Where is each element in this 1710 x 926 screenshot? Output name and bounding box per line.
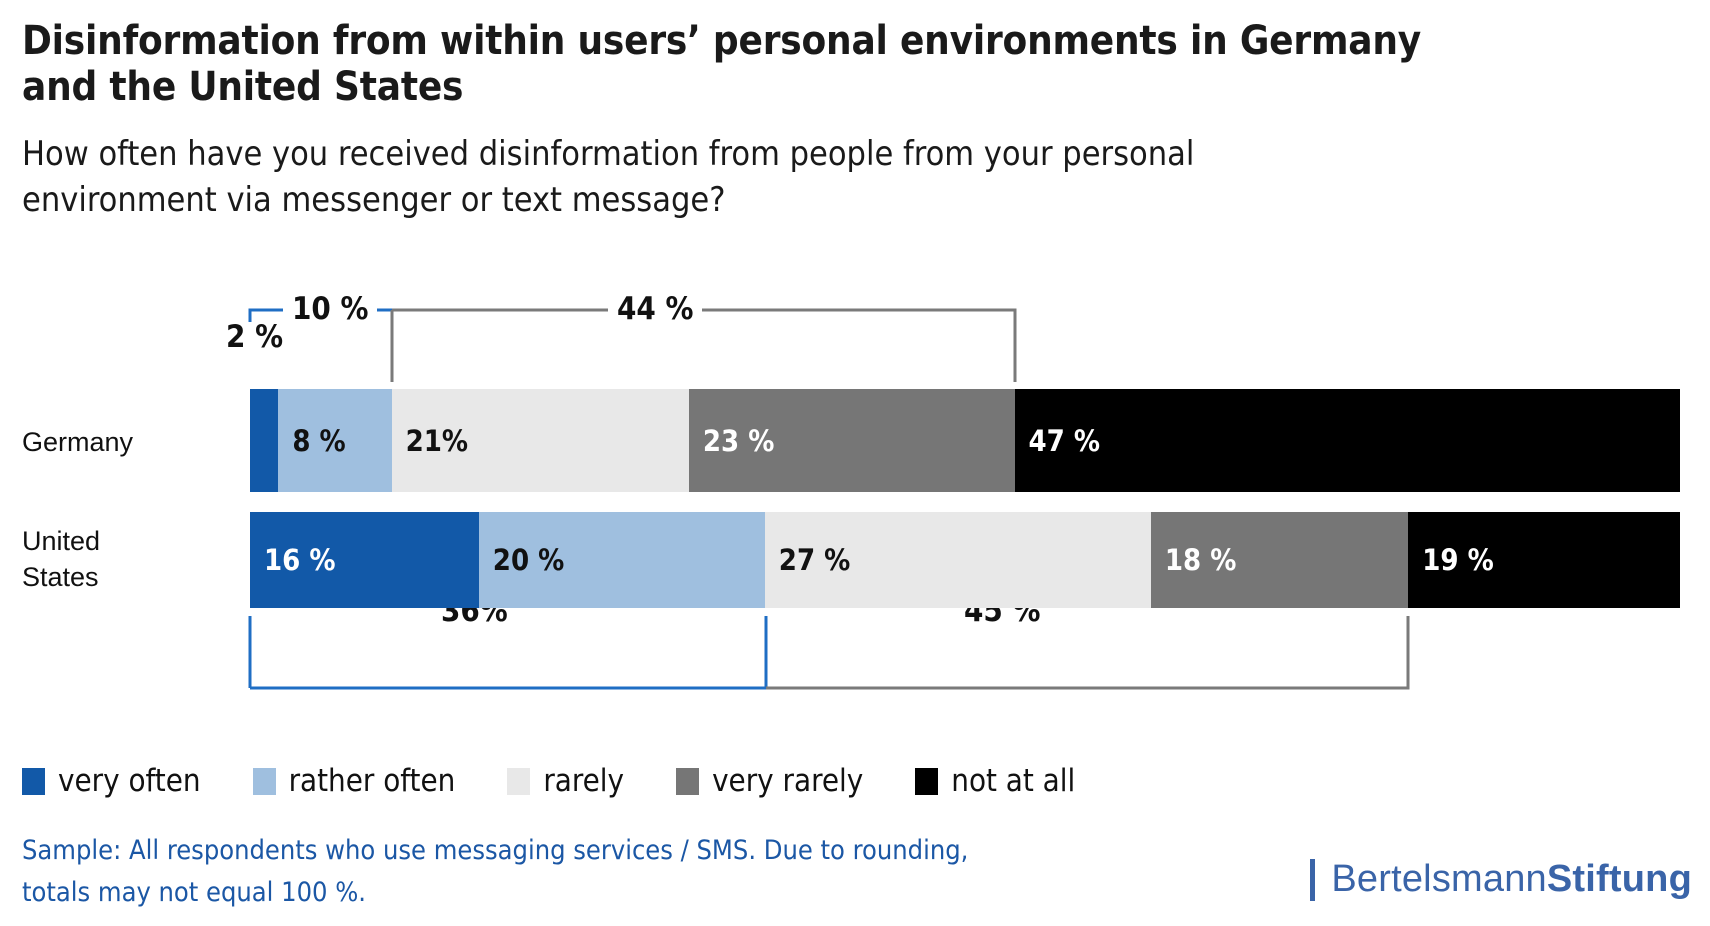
- bar-segment: 23 %: [688, 389, 1015, 492]
- bar-segment: 27 %: [764, 512, 1151, 608]
- logo-bar-icon: [1310, 858, 1316, 901]
- page-title: Disinformation from within users’ person…: [22, 18, 1422, 111]
- legend-item-label: not at all: [951, 763, 1076, 799]
- bar-segment: 20 %: [478, 512, 765, 608]
- bracket-us-45pct: [766, 616, 1410, 690]
- legend-swatch-rather-often: [252, 767, 276, 795]
- bar-segment: 19 %: [1408, 512, 1680, 608]
- bar-segment-value: 18 %: [1164, 543, 1237, 577]
- legend-item-label: very often: [58, 763, 201, 799]
- bar-segment-value: 21%: [405, 423, 469, 458]
- bar-segment: 2 %: [250, 389, 279, 492]
- legend-item[interactable]: not at all: [915, 763, 1075, 799]
- bar-row-united-states: 16 % 20 % 27 % 18 % 19 %: [250, 512, 1680, 608]
- bar-segment-value: 20 %: [492, 543, 565, 577]
- legend-item[interactable]: rarely: [507, 763, 624, 799]
- bar-segment: 8 %: [278, 389, 392, 492]
- logo-word-stiftung: Stiftung: [1546, 858, 1692, 900]
- bar-segment-value: 23 %: [702, 423, 775, 458]
- chart-legend: very often rather often rarely very rarely n…: [22, 763, 1127, 799]
- bracket-label-germany-44pct: 44 %: [608, 294, 703, 325]
- bar-segment: 47 %: [1014, 389, 1680, 492]
- legend-swatch-not-at-all: [915, 767, 939, 795]
- legend-swatch-rarely: [507, 767, 531, 795]
- legend-swatch-very-rarely: [676, 767, 700, 795]
- legend-item-label: rarely: [543, 763, 625, 799]
- bar-segment-value: 16 %: [264, 543, 336, 577]
- bar-segment-value: 27 %: [778, 543, 851, 577]
- bracket-germany-44pct: [390, 308, 1017, 382]
- bertelsmann-stiftung-logo: BertelsmannStiftung: [1310, 858, 1692, 901]
- legend-item-label: rather often: [288, 763, 456, 799]
- legend-item[interactable]: very rarely: [676, 763, 863, 799]
- bar-segment: 16 %: [250, 512, 479, 608]
- logo-word-bertelsmann: Bertelsmann: [1331, 858, 1547, 900]
- legend-item[interactable]: rather often: [252, 763, 456, 799]
- source-note: Sample: All respondents who use messagin…: [22, 835, 969, 908]
- bar-segment: 21%: [391, 389, 689, 492]
- bar-row-germany: 2 % 8 % 21% 23 % 47 %: [250, 389, 1680, 492]
- legend-item-label: very rarely: [712, 763, 864, 799]
- legend-swatch-very-often: [22, 767, 45, 795]
- bar-segment-value: 47 %: [1028, 423, 1101, 458]
- legend-item[interactable]: very often: [22, 763, 201, 799]
- category-label-united-states: United States: [22, 526, 101, 592]
- logo-wordmark: BertelsmannStiftung: [1331, 858, 1692, 901]
- category-label-germany: Germany: [22, 427, 134, 457]
- bracket-label-germany-10pct: 10 %: [283, 294, 378, 325]
- page-subtitle: How often have you received disinformati…: [22, 134, 1195, 220]
- bracket-label-germany-2pct: 2 %: [226, 322, 293, 353]
- bar-segment: 18 %: [1150, 512, 1409, 608]
- bar-segment-value: 8 %: [292, 423, 346, 458]
- bar-segment-value: 19 %: [1422, 543, 1494, 577]
